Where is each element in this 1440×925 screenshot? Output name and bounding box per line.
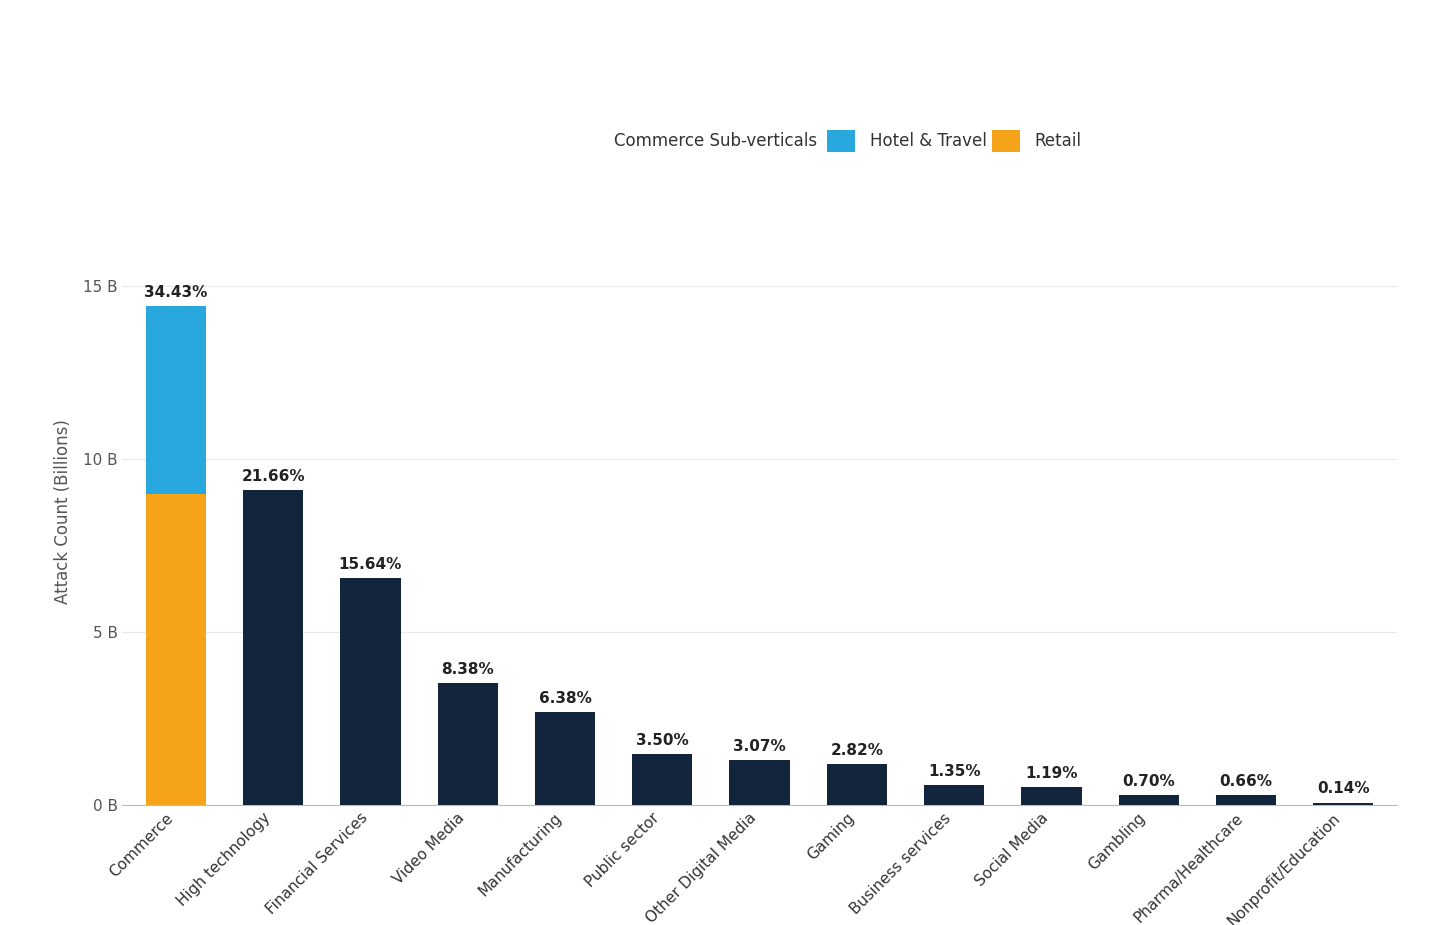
Text: January 1, 2022 — March 31, 2023: January 1, 2022 — March 31, 2023 [36,92,374,111]
Text: Akamai: Akamai [1251,53,1372,81]
Bar [438,684,498,805]
Bar [243,490,304,805]
Text: 0.66%: 0.66% [1220,774,1273,789]
Bar [145,494,206,805]
Bar [1313,803,1374,805]
Bar [1119,795,1179,805]
Text: 1.19%: 1.19% [1025,766,1077,782]
Bar [632,754,693,805]
Bar [827,130,855,152]
Bar [145,306,206,494]
Text: Top Web Attack Verticals: Top Web Attack Verticals [36,35,464,64]
Bar [924,785,985,805]
Bar [730,760,789,805]
Bar [1021,787,1081,805]
Text: 3.50%: 3.50% [636,733,688,747]
Text: 21.66%: 21.66% [242,469,305,484]
Bar [1215,796,1276,805]
Bar [827,764,887,805]
Text: 0.14%: 0.14% [1318,782,1369,796]
Bar [992,130,1020,152]
Text: 1.35%: 1.35% [927,764,981,779]
Text: 0.70%: 0.70% [1122,773,1175,788]
Bar [340,578,400,805]
Text: 3.07%: 3.07% [733,739,786,754]
Text: 6.38%: 6.38% [539,691,592,706]
Text: 15.64%: 15.64% [338,557,402,572]
Text: 8.38%: 8.38% [442,662,494,677]
Text: Hotel & Travel: Hotel & Travel [870,132,988,150]
Text: Retail: Retail [1035,132,1081,150]
Y-axis label: Attack Count (Billions): Attack Count (Billions) [53,419,72,603]
Bar [534,712,595,805]
Text: Commerce Sub-verticals: Commerce Sub-verticals [613,132,816,150]
Text: 2.82%: 2.82% [831,743,883,758]
Text: 34.43%: 34.43% [144,285,207,300]
